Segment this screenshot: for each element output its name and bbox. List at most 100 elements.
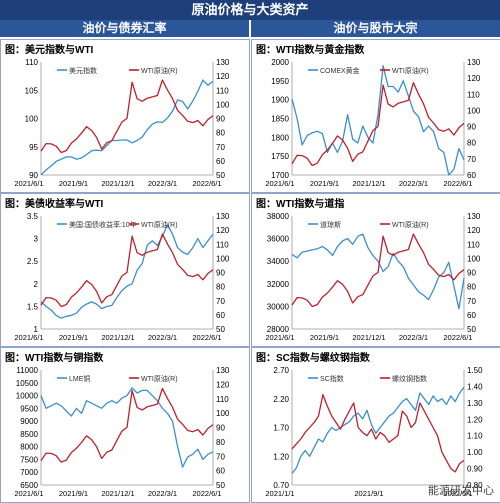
left-tick-label: 95 [29, 143, 38, 152]
right-tick-label: 70 [467, 155, 476, 164]
right-tick-label: 130 [216, 366, 230, 375]
series-line-left [291, 386, 465, 474]
left-tick-label: 1900 [271, 96, 289, 105]
left-tick-label: 2000 [271, 58, 289, 67]
watermark-text: 能源研发中心 [428, 485, 494, 497]
chart-panel-wti-copper: 图：WTI指数与铜指数 11000 10500 10000 9500 9000 8500 8… [0, 347, 250, 503]
right-tick-label: 70 [467, 297, 476, 306]
x-tick-label: 2021/9/1 [59, 179, 88, 188]
x-tick-label: 2022/3/1 [148, 333, 177, 342]
right-tick-label: 60 [216, 467, 225, 476]
right-tick-label: 70 [216, 452, 225, 461]
banner-title: 原油价格与大类资产 [0, 0, 500, 20]
right-tick-label: 100 [216, 254, 230, 263]
chart-panel-wti-dow: 图：WTI指数与道指 38000 36000 34000 32000 30000 2800… [251, 193, 500, 347]
left-tick-label: 1.20 [273, 452, 289, 461]
right-tick-label: 100 [216, 409, 230, 418]
right-tick-label: 130 [216, 212, 230, 221]
legend-label: LME铜 [69, 374, 90, 383]
legend-label: COMEX黄金 [320, 66, 360, 75]
x-tick-label: 2021/12/1 [101, 179, 134, 188]
right-tick-label: 50 [216, 171, 225, 180]
left-tick-label: 11000 [16, 366, 38, 375]
right-tick-label: 90 [216, 424, 225, 433]
chart-panel-dxy-wti: 图：美元指数与WTI 110 105 100 95 90 130 120 110 100 90 80… [0, 39, 250, 193]
left-tick-label: 9500 [20, 404, 38, 413]
right-tick-label: 60 [216, 311, 225, 320]
series-line-right [40, 79, 214, 154]
x-tick-label: 2022/3/1 [148, 489, 177, 498]
x-tick-label: 2022/6/1 [192, 333, 221, 342]
x-tick-label: 2021/6/1 [14, 179, 43, 188]
chart-svg: 3.5 3 2.5 2 1.5 1 130 120 110 100 90 80 70 60 50 2021/6… [14, 212, 230, 342]
right-tick-label: 60 [467, 311, 476, 320]
right-tick-label: 110 [467, 90, 480, 99]
chart-panel-wti-gold: 图：WTI指数与黄金指数 2000 1950 1900 1850 1800 1750 170… [251, 39, 500, 193]
left-tick-label: 30000 [267, 302, 290, 311]
chart-title: 图：美债收益率与WTI [5, 199, 104, 210]
right-tick-label: 80 [467, 283, 476, 292]
right-tick-label: 1.20 [467, 415, 483, 424]
right-tick-label: 100 [216, 100, 230, 109]
series-line-right [291, 393, 465, 473]
chart-svg: 38000 36000 34000 32000 30000 28000 130 120 110 1… [265, 212, 481, 342]
right-tick-label: 130 [467, 212, 481, 221]
x-tick-label: 2022/6/1 [443, 179, 472, 188]
right-tick-label: 0.80 [467, 481, 483, 490]
chart-title: 图：美元指数与WTI [5, 45, 94, 56]
legend-label: 美元指数 [69, 66, 97, 75]
x-tick-label: 2021/6/1 [14, 333, 43, 342]
chart-title: 图：WTI指数与黄金指数 [256, 45, 365, 56]
x-tick-label: 2021/6/1 [265, 333, 294, 342]
x-tick-label: 2021/9/1 [59, 333, 88, 342]
chart-svg: 2000 1950 1900 1850 1800 1750 1700 130 120 110 100… [265, 58, 481, 188]
left-tick-label: 8500 [20, 430, 38, 439]
chart-svg: 2.70 2.20 1.70 1.20 0.70 1.50 1.40 1.30 1.20 1.10… [265, 366, 483, 498]
x-tick-label: 2021/6/1 [265, 179, 294, 188]
x-tick-label: 2021/12/1 [352, 333, 385, 342]
right-tick-label: 50 [467, 325, 476, 334]
left-tick-label: 28000 [267, 325, 290, 334]
chart-title: 图：SC指数与螺纹钢指数 [256, 353, 370, 364]
left-tick-label: 1950 [271, 77, 289, 86]
left-tick-label: 34000 [267, 257, 290, 266]
right-tick-label: 60 [216, 157, 225, 166]
right-tick-label: 130 [216, 58, 230, 67]
legend-label: 螺纹钢指数 [392, 374, 427, 383]
series-line-left [40, 224, 214, 319]
left-tick-label: 8000 [20, 443, 38, 452]
series-line-right [40, 387, 214, 463]
series-line-right [291, 233, 465, 308]
x-tick-label: 2021/9/1 [310, 179, 339, 188]
left-tick-label: 105 [25, 86, 39, 95]
right-tick-label: 80 [216, 438, 225, 447]
legend-label: WTI原油(R) [392, 66, 429, 75]
left-tick-label: 10500 [16, 379, 39, 388]
series-line-left [40, 387, 214, 468]
x-tick-label: 2021/9/1 [354, 489, 383, 498]
series-line-right [291, 82, 465, 167]
right-tick-label: 1.30 [467, 399, 483, 408]
right-tick-label: 1.10 [467, 432, 483, 441]
left-tick-label: 10000 [16, 392, 39, 401]
section-header-bonds-fx: 油价与债券汇率 [0, 20, 249, 37]
left-tick-label: 1800 [271, 133, 289, 142]
left-tick-label: 1850 [271, 115, 289, 124]
right-tick-label: 1.50 [467, 366, 483, 375]
left-tick-label: 90 [29, 171, 38, 180]
left-tick-label: 38000 [267, 212, 290, 221]
chart-title: 图：WTI指数与铜指数 [5, 353, 104, 364]
right-tick-label: 90 [467, 269, 476, 278]
legend-label: WTI原油(R) [392, 220, 429, 229]
legend-label: WTI原油(R) [141, 66, 178, 75]
left-tick-label: 1700 [271, 171, 289, 180]
right-tick-label: 120 [216, 226, 230, 235]
legend-label: SC指数 [320, 374, 344, 383]
right-tick-label: 1.40 [467, 382, 483, 391]
left-tick-label: 3 [34, 235, 39, 244]
chart-svg: 110 105 100 95 90 130 120 110 100 90 80 70 60 50 2021/… [14, 58, 230, 188]
chart-title: 图：WTI指数与道指 [256, 199, 345, 210]
legend-label: WTI原油(R) [141, 220, 178, 229]
right-tick-label: 100 [467, 106, 481, 115]
